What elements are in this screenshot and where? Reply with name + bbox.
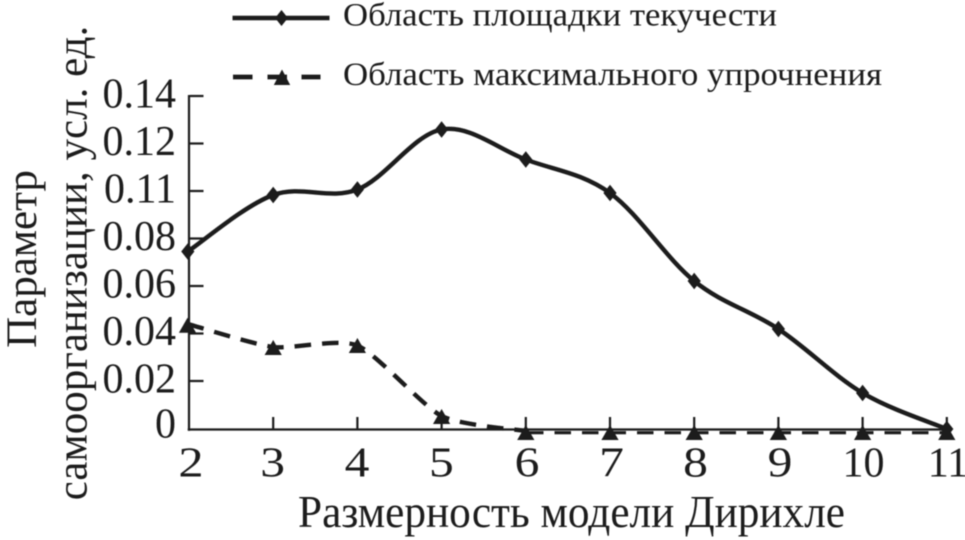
svg-text:0.12: 0.12 <box>103 119 177 165</box>
svg-text:4: 4 <box>345 439 370 486</box>
svg-text:Область площадки текучести: Область площадки текучести <box>343 0 777 34</box>
svg-text:0: 0 <box>155 402 176 448</box>
svg-text:0.11: 0.11 <box>104 167 176 213</box>
svg-text:0.04: 0.04 <box>103 309 177 355</box>
svg-text:7: 7 <box>599 439 624 486</box>
svg-text:9: 9 <box>768 439 793 486</box>
svg-text:5: 5 <box>429 439 454 486</box>
svg-text:Область максимального упрочнен: Область максимального упрочнения <box>343 57 882 93</box>
svg-text:Размерность модели Дирихле: Размерность модели Дирихле <box>298 487 845 537</box>
svg-text:10: 10 <box>843 441 885 487</box>
svg-text:0.14: 0.14 <box>103 72 177 118</box>
svg-text:Параметр: Параметр <box>0 170 46 348</box>
svg-text:0.06: 0.06 <box>103 262 177 308</box>
svg-text:11: 11 <box>928 441 965 487</box>
svg-text:0.02: 0.02 <box>103 357 177 403</box>
svg-text:3: 3 <box>260 439 285 486</box>
svg-text:самоорганизации, усл. ед.: самоорганизации, усл. ед. <box>50 26 97 500</box>
svg-text:8: 8 <box>683 439 708 486</box>
svg-text:2: 2 <box>178 440 203 486</box>
svg-text:6: 6 <box>515 439 540 486</box>
svg-text:0.08: 0.08 <box>103 214 177 260</box>
